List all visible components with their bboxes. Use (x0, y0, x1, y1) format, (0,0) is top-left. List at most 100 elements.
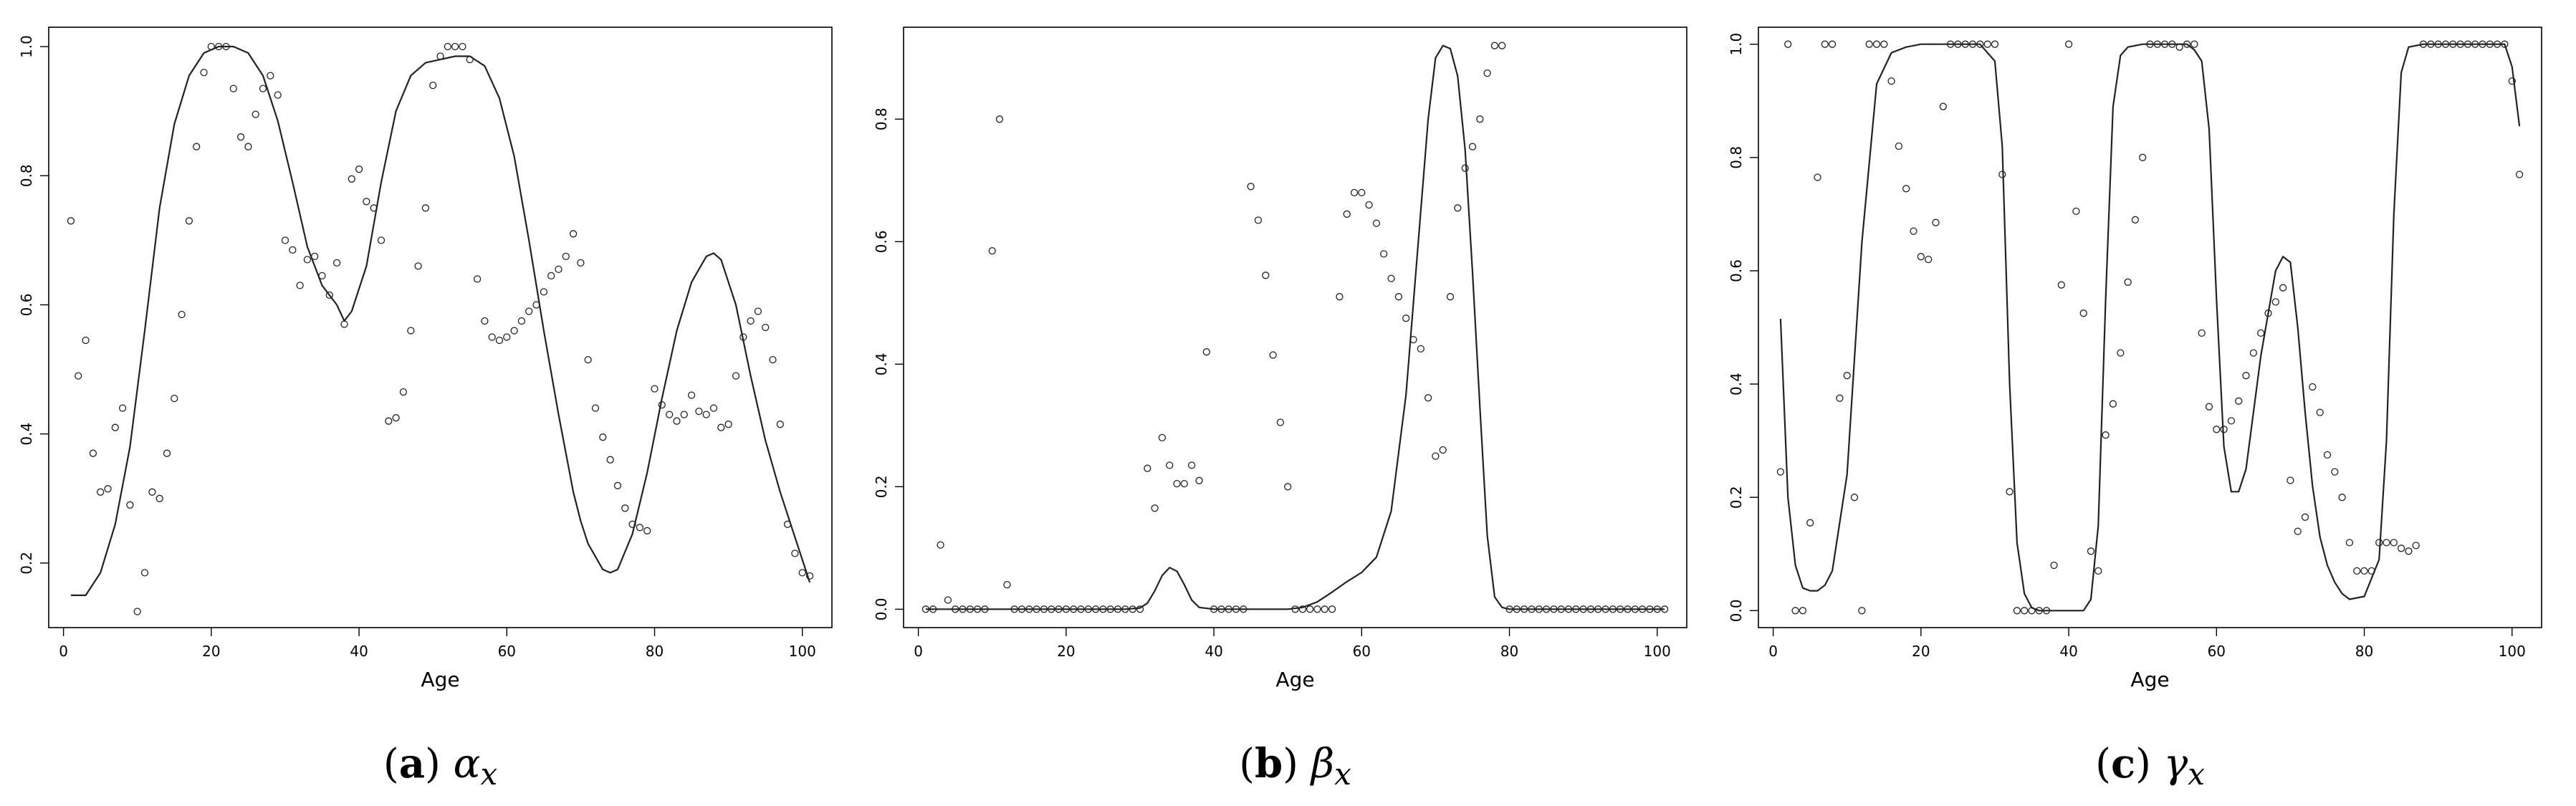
data-point (421, 204, 430, 212)
data-point (377, 236, 386, 244)
data-point (754, 307, 762, 315)
data-point (591, 404, 600, 412)
y-tick-label: 0.0 (1728, 599, 1745, 622)
data-point (776, 421, 784, 428)
data-point (1003, 580, 1011, 589)
data-point (171, 394, 178, 403)
data-point (2242, 372, 2250, 380)
data-point (1365, 201, 1373, 209)
panel-c: 0 20 40 60 80 100 0.0 0.2 0.4 0.6 0.8 1.0 Age (c) γx (1728, 27, 2542, 792)
y-tick-label: 0.4 (873, 352, 890, 375)
data-point (937, 541, 944, 549)
caption-subscript: x (1334, 757, 1351, 792)
data-point (1269, 351, 1277, 359)
data-point (82, 336, 90, 345)
data-point (1828, 40, 1837, 48)
data-point (1254, 216, 1263, 224)
data-point (348, 175, 355, 183)
data-point (1858, 607, 1866, 615)
data-point (97, 488, 105, 496)
data-point (636, 524, 644, 532)
data-point (1144, 464, 1151, 472)
data-point (702, 411, 710, 418)
data-point (118, 404, 127, 412)
data-point (2013, 607, 2021, 615)
data-point (2117, 349, 2125, 357)
data-point (724, 421, 732, 428)
data-point (1461, 164, 1469, 172)
data-point (2249, 349, 2258, 357)
data-point (1336, 293, 1344, 301)
data-point (1895, 142, 1903, 150)
data-point (555, 265, 562, 274)
data-point (1247, 183, 1255, 191)
data-point (111, 423, 119, 431)
data-point (399, 388, 408, 396)
data-point (385, 417, 393, 425)
data-point (451, 42, 459, 51)
data-point (1939, 102, 1947, 110)
data-point (1468, 143, 1477, 150)
data-point (267, 72, 274, 80)
data-point (769, 355, 777, 364)
data-point (1195, 476, 1203, 484)
y-tick-label: 1.0 (18, 35, 35, 58)
data-point (163, 449, 171, 457)
data-point (414, 262, 422, 270)
data-point (2257, 329, 2265, 337)
y-tick-label: 0.6 (18, 294, 35, 317)
data-point (140, 569, 149, 577)
data-point (2139, 153, 2147, 161)
data-point (259, 85, 267, 92)
data-point (2198, 329, 2206, 337)
data-point (2006, 488, 2014, 496)
data-point (944, 596, 952, 604)
data-point (1806, 519, 1814, 527)
data-point (599, 433, 607, 441)
x-tick-label: 0 (1768, 643, 1778, 660)
data-point (1498, 42, 1506, 49)
caption-letter: b (1255, 740, 1283, 787)
data-point (613, 481, 622, 489)
data-point (2375, 539, 2383, 547)
plot-frame (48, 27, 833, 628)
data-point (193, 143, 201, 150)
data-point (2316, 408, 2324, 416)
data-point (1313, 605, 1321, 613)
data-point (1358, 188, 1366, 197)
data-point (2064, 40, 2073, 48)
data-point (2079, 310, 2087, 317)
fitted-curve (1779, 43, 2521, 612)
data-point (1932, 219, 1940, 226)
data-point (2287, 476, 2294, 484)
caption-beta: (b) βx (1239, 740, 1351, 792)
data-point (569, 230, 578, 238)
caption-letter: a (399, 740, 425, 787)
data-point (562, 252, 570, 261)
data-point (363, 198, 370, 206)
y-tick-label: 0.2 (1728, 486, 1745, 509)
data-point (1454, 204, 1462, 212)
data-point (281, 236, 289, 244)
data-point (1887, 77, 1895, 85)
data-point (1439, 446, 1447, 454)
caption-symbol: β (1310, 741, 1334, 787)
data-point (1180, 479, 1188, 488)
data-point (495, 336, 504, 345)
x-axis-title: Age (2130, 668, 2169, 691)
data-point (178, 310, 186, 319)
data-point (126, 501, 134, 509)
data-point (2309, 383, 2317, 391)
data-point (791, 550, 799, 557)
data-point (695, 407, 703, 416)
y-tick-label: 0.4 (1728, 373, 1745, 395)
data-point (2050, 561, 2058, 570)
data-point (1799, 607, 1807, 615)
plot-frame (1758, 27, 2542, 628)
data-point (1306, 605, 1314, 613)
data-point (1136, 605, 1144, 613)
data-point (1151, 504, 1159, 512)
x-tick-label: 20 (1912, 643, 1930, 660)
data-point (687, 391, 696, 399)
data-point (747, 317, 755, 325)
